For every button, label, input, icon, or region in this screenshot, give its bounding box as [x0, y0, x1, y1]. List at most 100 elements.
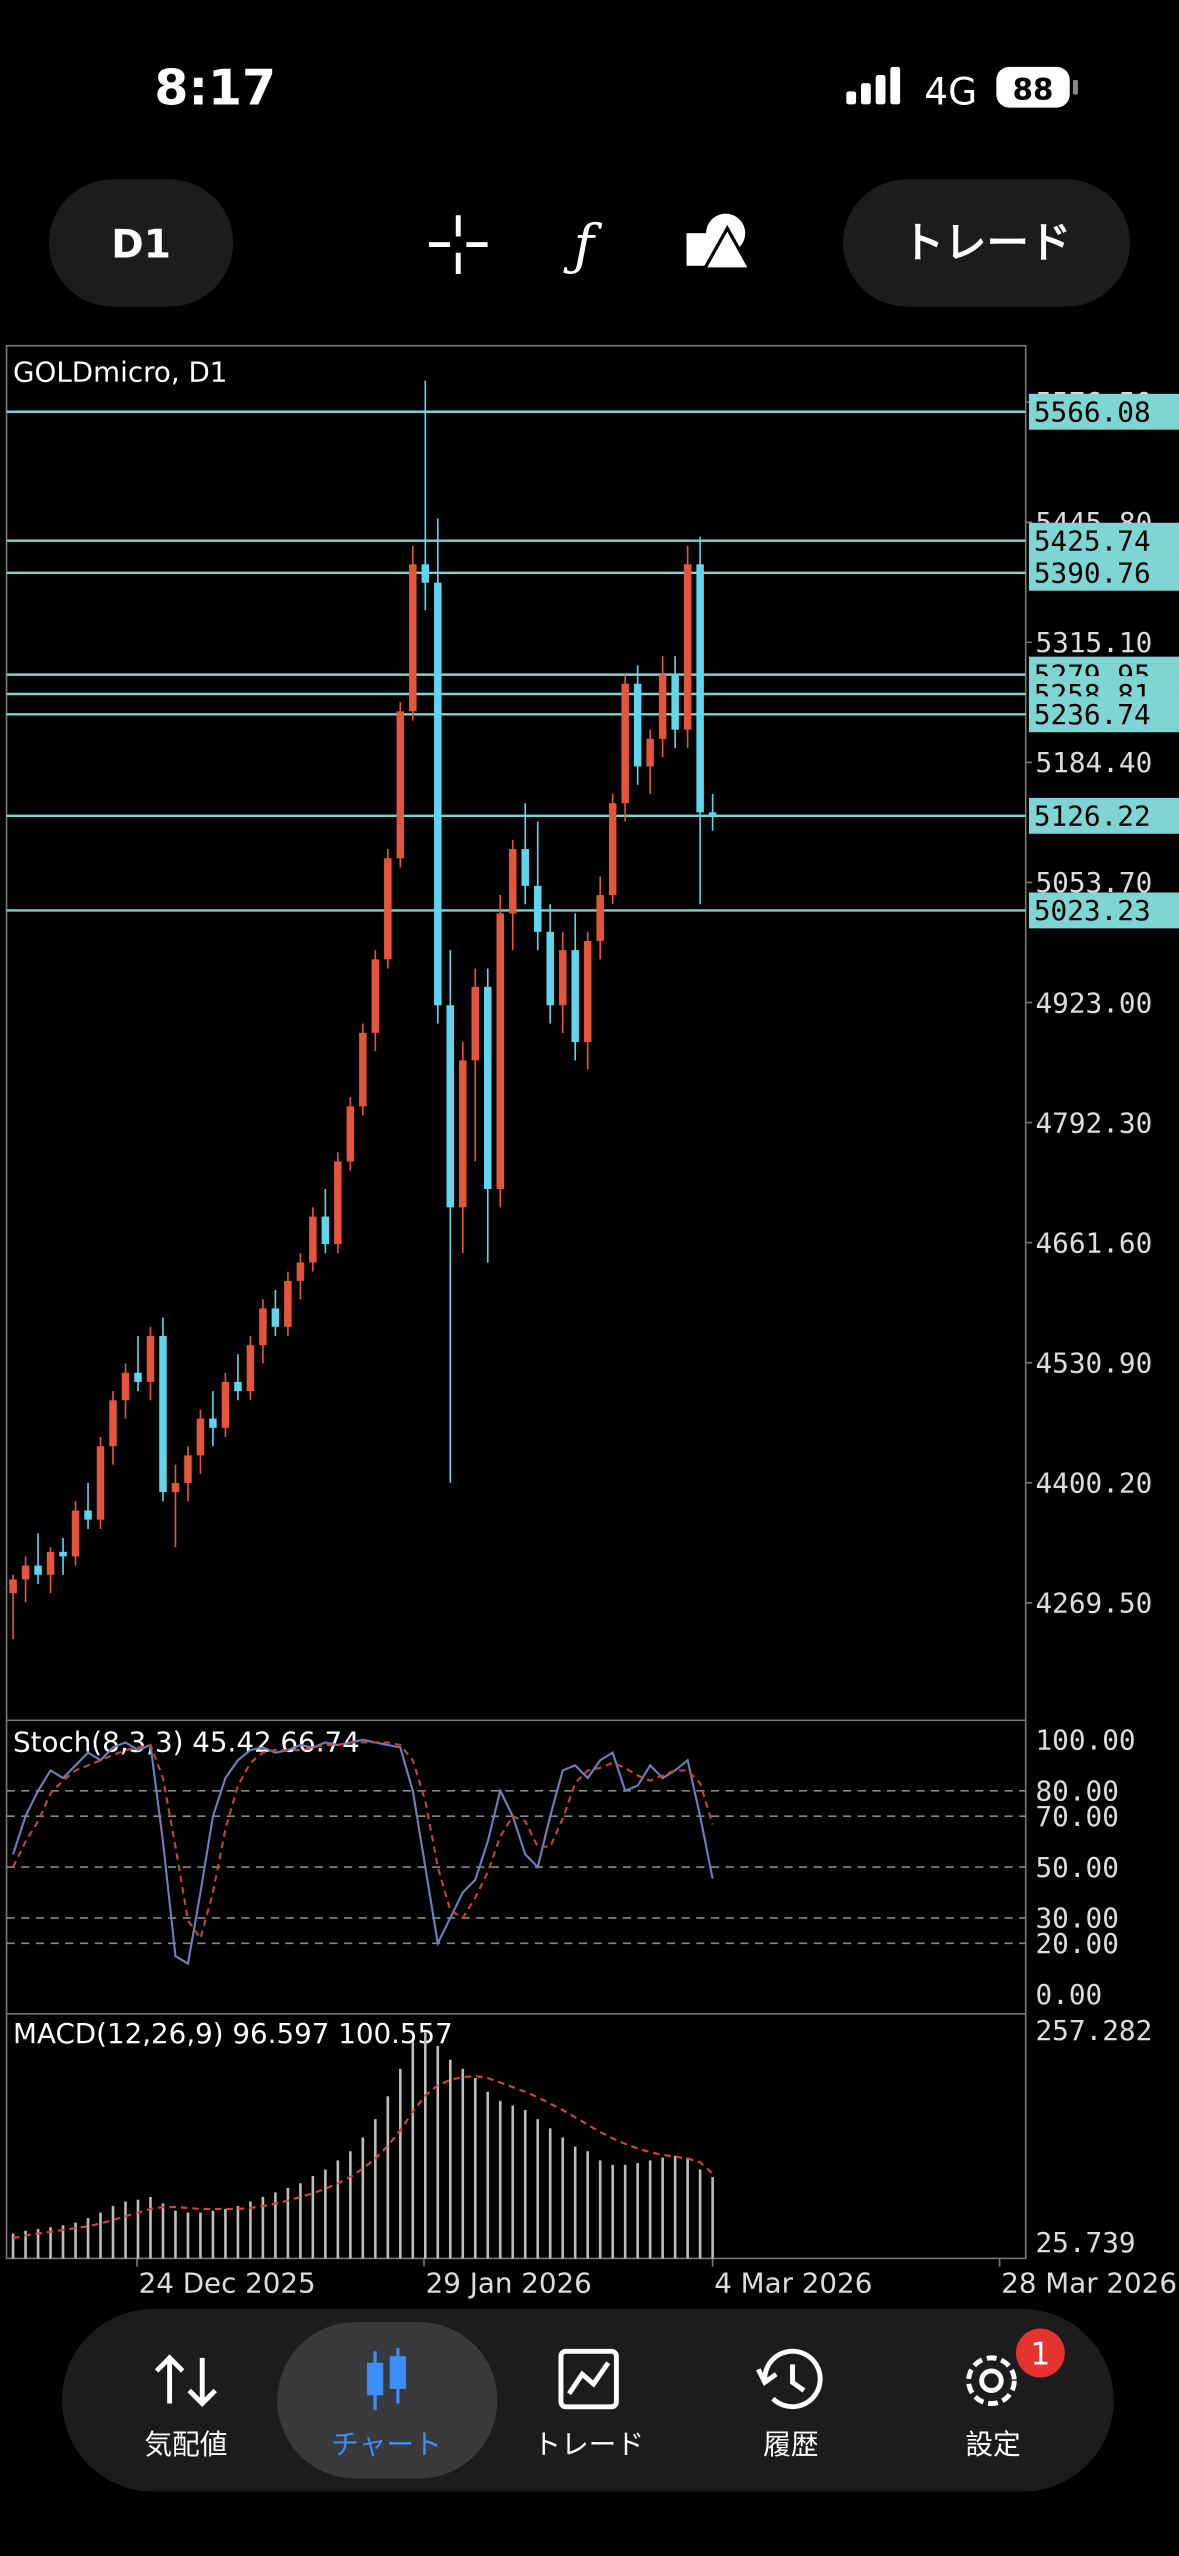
indicator-icon[interactable]: ƒ [563, 214, 603, 278]
macd-bar [548, 2128, 552, 2259]
price-level-tag [1028, 696, 1179, 733]
macd-bar [86, 2218, 90, 2259]
crosshair-icon[interactable] [428, 215, 488, 274]
stoch-tick-label: 20.00 [1035, 1927, 1118, 1960]
macd-bar [461, 2068, 465, 2259]
macd-tick-label: 25.739 [1035, 2226, 1135, 2259]
candle-body [434, 582, 442, 1006]
price-level-label: 5126.22 [1034, 800, 1151, 833]
macd-bar [24, 2230, 27, 2259]
candle-body [134, 1372, 142, 1382]
candle-body [533, 885, 542, 932]
macd-bar [224, 2208, 227, 2259]
macd-bar [36, 2229, 40, 2259]
macd-bar [473, 2077, 477, 2259]
macd-bar [136, 2199, 140, 2259]
candle-body [146, 1335, 155, 1382]
macd-bar [573, 2146, 577, 2259]
settings-badge [1015, 2328, 1065, 2378]
timeframe-label: D1 [111, 223, 171, 268]
y-tick-label: 5315.10 [1035, 626, 1152, 659]
price-level-tag [1028, 393, 1179, 430]
candle-body [583, 940, 592, 1043]
macd-bar [311, 2175, 315, 2259]
candle-body [484, 986, 492, 1189]
macd-bar [211, 2210, 215, 2259]
candle-body [546, 931, 554, 1006]
price-level-label: 5425.74 [1034, 524, 1151, 557]
macd-bar [686, 2157, 689, 2259]
history-icon[interactable] [756, 2348, 823, 2410]
macd-bar [299, 2183, 302, 2259]
objects-icon[interactable] [686, 213, 753, 271]
macd-bar [149, 2196, 152, 2259]
stoch-line [12, 1741, 714, 1941]
trade-button[interactable] [843, 179, 1131, 307]
macd-bar [423, 2032, 427, 2259]
stoch-tick-label: 30.00 [1035, 1902, 1118, 1935]
candle-body [359, 1032, 367, 1107]
tab-labels: 気配値 チャート トレード 履歴 設定 [144, 2428, 1020, 2461]
chart-icon[interactable] [366, 2348, 407, 2411]
candle-body [96, 1446, 105, 1520]
candle-body [334, 1161, 342, 1245]
macd-bar [648, 2160, 652, 2259]
candle-body [471, 986, 480, 1061]
x-tick-label: 24 Dec 2025 [139, 2267, 316, 2300]
tab-label[interactable]: チャート [331, 2428, 442, 2461]
candle-body [571, 950, 579, 1043]
clock: 8:17 [154, 59, 276, 116]
macd-bar [411, 2041, 415, 2259]
candle-body [21, 1565, 30, 1580]
macd-bar [498, 2100, 502, 2259]
quotes-icon[interactable] [154, 2354, 218, 2407]
settings-icon[interactable] [966, 2355, 1017, 2406]
trade-icon[interactable] [558, 2348, 619, 2410]
candle-body [209, 1418, 217, 1428]
chart-title: GOLDmicro, D1 [13, 356, 227, 389]
tab-label[interactable]: 設定 [965, 2428, 1020, 2461]
macd-bar [436, 2045, 440, 2259]
macd-bar [486, 2091, 490, 2259]
candle-body [646, 738, 654, 767]
candle-body [296, 1262, 305, 1281]
chart: GOLDmicro, D15576.505445.805315.105184.4… [5, 344, 1179, 2300]
macd-bar [349, 2151, 352, 2259]
macd-tick-label: 257.282 [1035, 2014, 1152, 2047]
macd-bar [673, 2155, 677, 2259]
macd-bar [586, 2151, 589, 2259]
macd-bar [536, 2119, 540, 2259]
y-tick-label: 4661.60 [1035, 1226, 1152, 1259]
candle-body [608, 803, 617, 896]
macd-bar [361, 2137, 365, 2259]
x-tick-label: 29 Jan 2026 [426, 2267, 592, 2300]
macd-bar [49, 2227, 52, 2259]
price-level-label: 5023.23 [1034, 894, 1151, 927]
macd-bar [661, 2157, 664, 2259]
tab-label[interactable]: 履歴 [763, 2428, 818, 2461]
macd-bar [698, 2169, 702, 2259]
macd-bar [61, 2225, 65, 2259]
y-tick-label: 4269.50 [1035, 1587, 1152, 1620]
macd-bar [399, 2068, 402, 2259]
macd-bar [249, 2201, 252, 2259]
candle-body [34, 1565, 42, 1575]
battery-level: 88 [1013, 72, 1054, 106]
macd-signal [12, 2075, 714, 2240]
macd-bar [523, 2110, 527, 2259]
candle-body [621, 683, 629, 804]
timeframe-button[interactable] [48, 179, 234, 307]
stoch-tick-label: 50.00 [1035, 1851, 1118, 1884]
candle-body [184, 1455, 192, 1483]
candle-body [371, 959, 380, 1033]
macd-bar [186, 2212, 190, 2259]
macd-bar [161, 2203, 165, 2259]
y-tick-label: 4923.00 [1035, 986, 1152, 1019]
candle-body [558, 950, 567, 1006]
tab-label[interactable]: トレード [533, 2428, 644, 2461]
macd-bar [111, 2206, 115, 2259]
candle-body [496, 913, 505, 1189]
candle-body [196, 1418, 205, 1456]
tab-label[interactable]: 気配値 [144, 2428, 227, 2461]
